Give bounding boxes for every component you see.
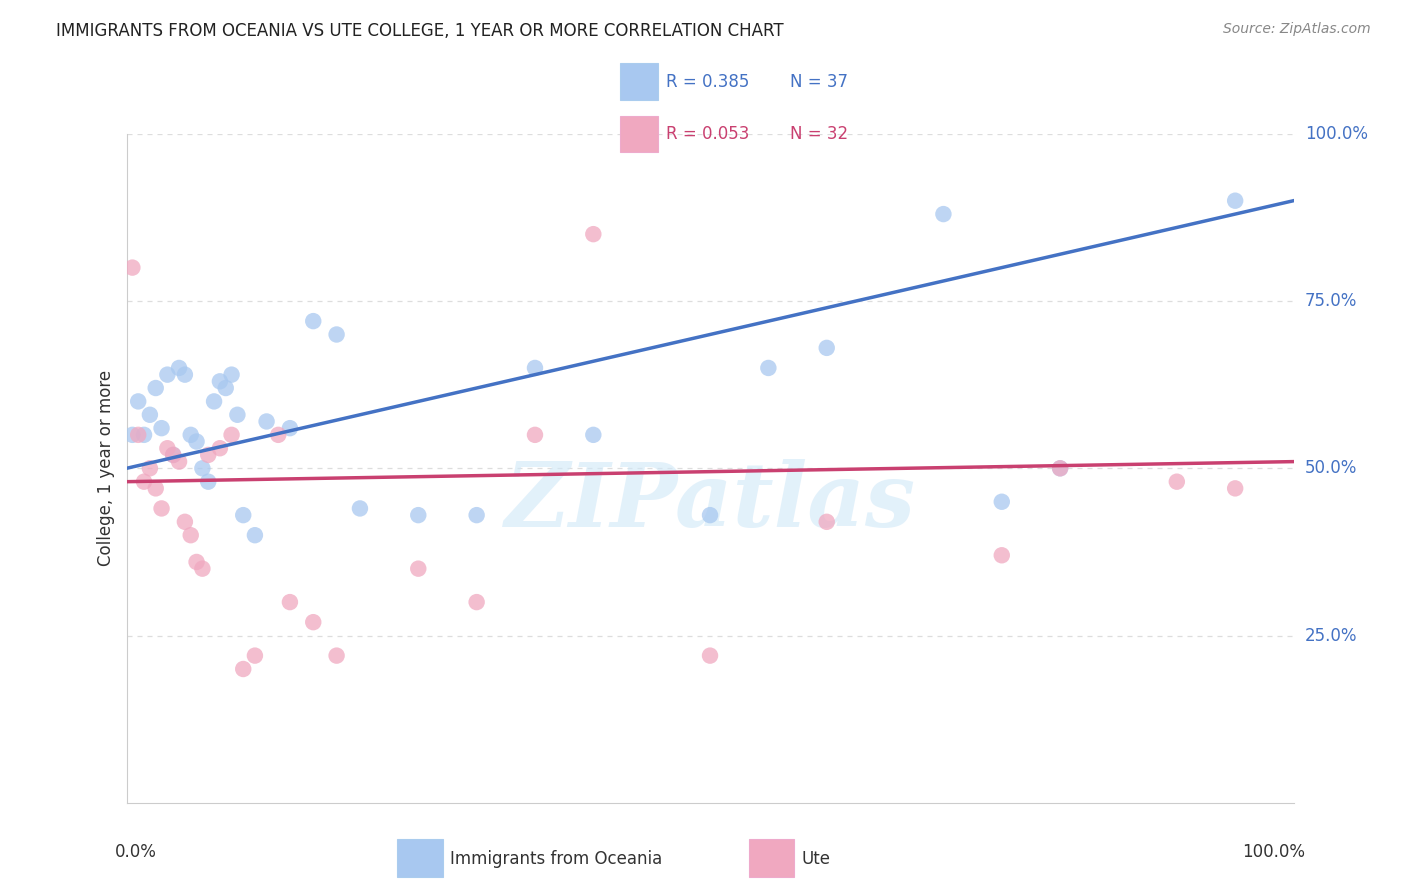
Text: ZIPatlas: ZIPatlas: [505, 458, 915, 545]
Point: [408, 508, 430, 523]
Point: [121, 428, 143, 442]
Bar: [620, 63, 658, 100]
Point: [174, 515, 197, 529]
Point: [174, 368, 197, 382]
Point: [465, 508, 488, 523]
Y-axis label: College, 1 year or more: College, 1 year or more: [97, 370, 115, 566]
Point: [150, 421, 173, 435]
Point: [191, 461, 214, 475]
Point: [349, 501, 371, 516]
Text: 0.0%: 0.0%: [115, 843, 156, 861]
Point: [1223, 482, 1247, 496]
Point: [150, 501, 173, 516]
Text: R = 0.053: R = 0.053: [666, 125, 749, 144]
Text: 50.0%: 50.0%: [1305, 459, 1357, 477]
Point: [121, 260, 143, 275]
Point: [145, 482, 167, 496]
Point: [132, 428, 155, 442]
Point: [215, 381, 238, 395]
Point: [139, 461, 162, 475]
Point: [167, 361, 190, 376]
Point: [990, 494, 1012, 508]
Point: [1166, 475, 1188, 489]
Point: [1223, 194, 1247, 208]
Point: [699, 648, 721, 663]
Point: [139, 408, 162, 422]
Point: [278, 595, 301, 609]
Point: [202, 394, 225, 409]
Text: 25.0%: 25.0%: [1305, 626, 1357, 645]
Point: [325, 648, 347, 663]
Point: [524, 428, 547, 442]
Point: [156, 368, 179, 382]
Text: N = 37: N = 37: [790, 72, 848, 91]
Point: [232, 508, 254, 523]
Point: [156, 442, 179, 456]
Text: R = 0.385: R = 0.385: [666, 72, 749, 91]
Point: [815, 341, 838, 355]
Point: [186, 434, 208, 449]
Point: [990, 548, 1012, 563]
Point: [186, 555, 208, 569]
Text: 100.0%: 100.0%: [1241, 843, 1305, 861]
Point: [243, 648, 266, 663]
Point: [1049, 461, 1071, 475]
Point: [325, 327, 347, 342]
Point: [932, 207, 955, 221]
Text: Source: ZipAtlas.com: Source: ZipAtlas.com: [1223, 22, 1371, 37]
Point: [302, 615, 325, 630]
Point: [278, 421, 301, 435]
Text: Ute: Ute: [801, 849, 831, 868]
Point: [145, 381, 167, 395]
Point: [167, 455, 190, 469]
Point: [127, 394, 149, 409]
Point: [524, 361, 547, 376]
Text: 100.0%: 100.0%: [1305, 125, 1368, 143]
Point: [132, 475, 155, 489]
Point: [815, 515, 838, 529]
Bar: [398, 839, 443, 877]
Point: [162, 448, 184, 462]
Bar: [748, 839, 794, 877]
Text: 75.0%: 75.0%: [1305, 292, 1357, 310]
Point: [180, 528, 202, 542]
Point: [197, 448, 219, 462]
Point: [162, 448, 184, 462]
Point: [582, 227, 605, 242]
Point: [180, 428, 202, 442]
Point: [208, 375, 231, 389]
Point: [582, 428, 605, 442]
Text: IMMIGRANTS FROM OCEANIA VS UTE COLLEGE, 1 YEAR OR MORE CORRELATION CHART: IMMIGRANTS FROM OCEANIA VS UTE COLLEGE, …: [56, 22, 785, 40]
Point: [221, 368, 243, 382]
Bar: [620, 116, 658, 153]
Point: [226, 408, 249, 422]
Point: [191, 562, 214, 576]
Point: [208, 442, 231, 456]
Point: [232, 662, 254, 676]
Point: [243, 528, 266, 542]
Point: [1049, 461, 1071, 475]
Point: [756, 361, 779, 376]
Point: [408, 562, 430, 576]
Point: [127, 428, 149, 442]
Point: [699, 508, 721, 523]
Point: [256, 415, 278, 429]
Text: Immigrants from Oceania: Immigrants from Oceania: [450, 849, 662, 868]
Point: [221, 428, 243, 442]
Point: [465, 595, 488, 609]
Point: [267, 428, 290, 442]
Point: [197, 475, 219, 489]
Text: N = 32: N = 32: [790, 125, 848, 144]
Point: [302, 314, 325, 328]
